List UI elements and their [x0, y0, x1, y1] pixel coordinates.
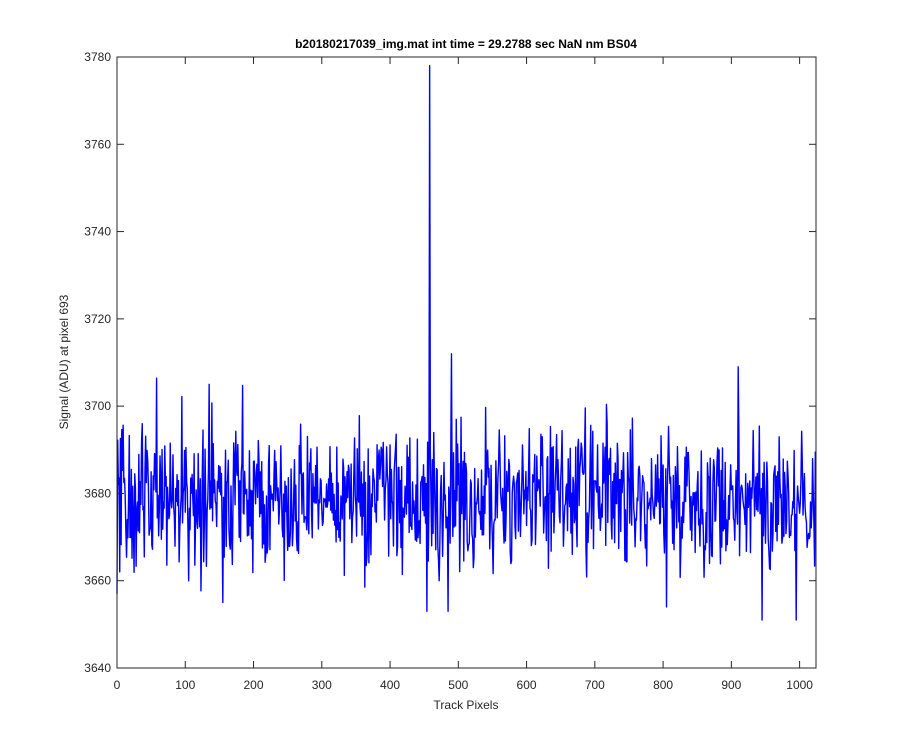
y-tick-label: 3720: [84, 312, 111, 326]
x-tick-label: 200: [244, 678, 264, 692]
y-tick-label: 3740: [84, 225, 111, 239]
x-tick-label: 400: [380, 678, 400, 692]
y-tick-label: 3700: [84, 399, 111, 413]
y-tick-label: 3640: [84, 661, 111, 675]
x-tick-label: 500: [448, 678, 468, 692]
x-axis-label: Track Pixels: [434, 698, 499, 712]
tick-layer: 0 100 200 300 400 500 600 700 800 900 1000 3640 3660…: [84, 50, 816, 692]
x-tick-label: 800: [653, 678, 673, 692]
x-tick-label: 100: [175, 678, 195, 692]
axes-box: [116, 56, 817, 669]
x-tick-label: 300: [312, 678, 332, 692]
y-tick-label: 3660: [84, 574, 111, 588]
x-tick-label: 700: [585, 678, 605, 692]
y-tick-label: 3760: [84, 137, 111, 151]
x-tick-label: 0: [114, 678, 121, 692]
y-axis-label: Signal (ADU) at pixel 693: [57, 294, 71, 429]
x-tick-label: 1000: [786, 678, 813, 692]
signal-series-line: [116, 65, 817, 621]
chart-title: b20180217039_img.mat int time = 29.2788 …: [295, 37, 637, 51]
y-tick-label: 3780: [84, 50, 111, 64]
x-tick-label: 600: [517, 678, 537, 692]
series-layer: [116, 65, 817, 621]
x-tick-label: 900: [721, 678, 741, 692]
y-tick-label: 3680: [84, 486, 111, 500]
axes-background: [117, 57, 816, 668]
